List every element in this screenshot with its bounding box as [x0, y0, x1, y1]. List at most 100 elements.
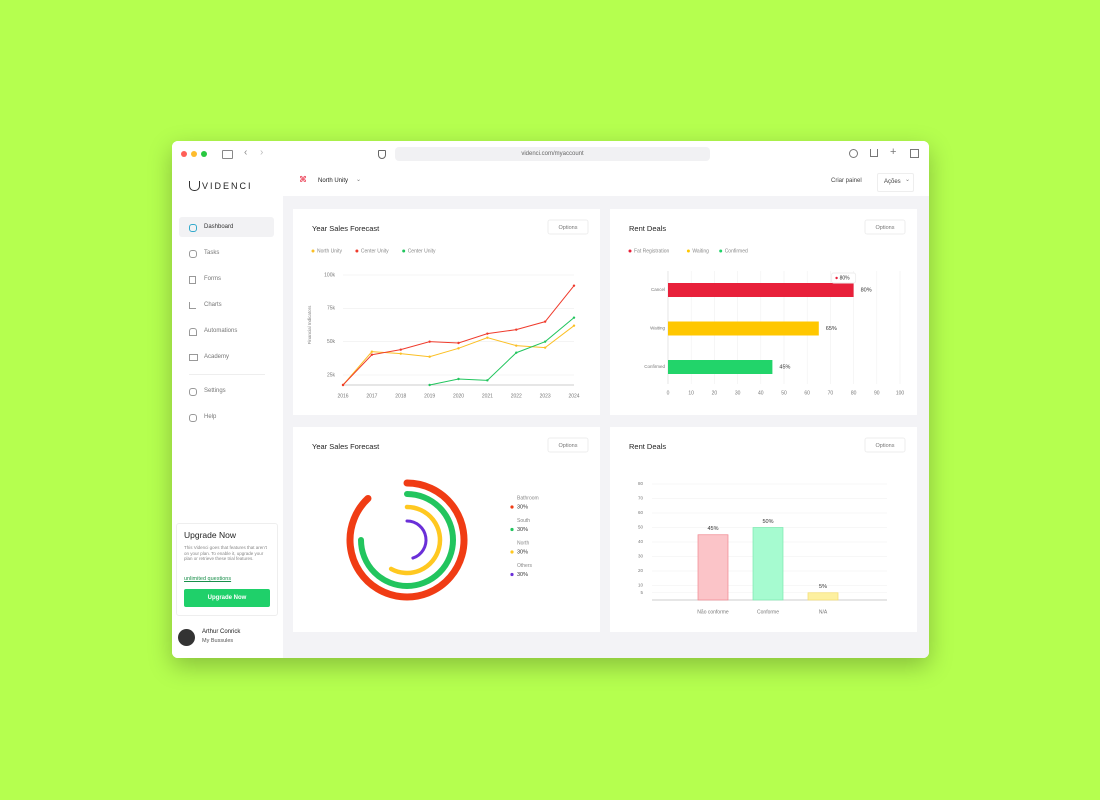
nav-item[interactable]: Settings — [204, 388, 226, 394]
options-button[interactable] — [864, 219, 906, 235]
url: videnci.com/myaccount — [521, 151, 584, 157]
options-button[interactable] — [864, 437, 906, 453]
nav-icon — [189, 354, 198, 361]
nav-item[interactable]: Dashboard — [204, 224, 234, 230]
unit-selector[interactable]: North Unity — [318, 178, 349, 184]
card: Year Sales Forecast Options Bathroom 30% Sou… — [293, 427, 600, 632]
series-line — [342, 325, 575, 386]
y-tick-label: 30 — [638, 554, 644, 559]
actions-button[interactable]: Ações ⌄ — [877, 173, 914, 192]
unit-chevron[interactable]: ⌄ — [356, 177, 362, 183]
series-point — [543, 340, 547, 343]
options-button[interactable] — [547, 219, 589, 235]
legend-value: 30% — [517, 572, 528, 578]
x-tick-label: 100 — [896, 390, 905, 396]
category-label: Cancel — [651, 287, 665, 292]
nav-divider — [189, 374, 265, 375]
options-button[interactable] — [547, 437, 589, 453]
x-tick-label: 2023 — [540, 393, 551, 399]
legend-value: 30% — [517, 527, 528, 533]
legend-label: Others — [517, 563, 533, 569]
nav-item[interactable]: Help — [204, 414, 217, 420]
x-tick-label: 2020 — [453, 393, 464, 399]
legend-dot — [510, 527, 514, 532]
x-tick-label: Não conforme — [697, 609, 729, 615]
x-tick-label: 2019 — [424, 393, 435, 399]
value-label: 45% — [707, 526, 718, 532]
series-point — [543, 320, 547, 323]
y-tick-label: 50k — [327, 339, 336, 345]
options-label: Options — [559, 225, 578, 231]
y-tick-label: 20 — [638, 568, 644, 573]
share-icon[interactable] — [870, 149, 878, 157]
nav-item[interactable]: Automations — [204, 328, 238, 334]
series-point — [370, 350, 374, 353]
forward-icon[interactable]: › — [260, 147, 264, 158]
legend-label: South — [517, 518, 530, 524]
url-bar[interactable]: videnci.com/myaccount — [395, 147, 710, 161]
upgrade-link[interactable]: unlimited questions — [184, 576, 232, 582]
series-point — [457, 347, 460, 350]
avatar[interactable] — [178, 629, 195, 646]
download-icon[interactable] — [849, 149, 858, 158]
series-point — [457, 341, 460, 345]
nav-item[interactable]: Charts — [204, 302, 222, 308]
legend-label: Fat Registration — [634, 248, 670, 254]
y-tick-label: 40 — [638, 539, 644, 544]
create-panel[interactable]: Criar painel — [831, 178, 862, 184]
x-tick-label: N/A — [819, 609, 828, 615]
browser-window: ‹ › videnci.com/myaccount + VIDENCI Dash… — [172, 141, 929, 658]
card: Year Sales Forecast Options North Unity Cen… — [293, 209, 600, 415]
user-name: Arthur Conrick — [202, 629, 241, 635]
card: Rent Deals Options 5 10 20 30 40 50 60 70 80 45% Não… — [610, 427, 917, 632]
nav-icon — [189, 388, 197, 396]
x-tick-label: 30 — [735, 390, 741, 396]
close-dot[interactable] — [181, 151, 187, 157]
series-point — [572, 284, 576, 287]
nav-icon — [189, 414, 197, 422]
series-point — [543, 346, 547, 349]
series-point — [428, 383, 431, 387]
y-tick-label: 60 — [638, 510, 644, 515]
nav-item[interactable]: Tasks — [204, 250, 220, 256]
card-title: Year Sales Forecast — [312, 442, 380, 451]
series-point — [428, 355, 431, 358]
card-title: Year Sales Forecast — [312, 224, 380, 233]
radial-arc — [358, 491, 456, 589]
value-label: 80% — [861, 287, 872, 293]
series-point — [515, 328, 518, 331]
series-line — [342, 285, 575, 386]
x-tick-label: 90 — [874, 390, 880, 396]
line-chart: Year Sales Forecast Options North Unity Cen… — [307, 219, 589, 399]
series-point — [399, 348, 402, 351]
legend-dot — [628, 249, 632, 253]
upgrade-button[interactable]: Upgrade Now — [184, 589, 270, 607]
new-tab-icon[interactable]: + — [890, 146, 897, 158]
y-tick-label: 75k — [327, 306, 336, 312]
nav-active-bg — [179, 217, 274, 237]
back-icon[interactable]: ‹ — [244, 147, 248, 158]
y-axis-label: Financial Indicators — [307, 305, 312, 345]
bar — [668, 283, 854, 297]
series-point — [457, 377, 460, 381]
nav-item[interactable]: Academy — [204, 354, 230, 360]
x-tick-label: 0 — [667, 390, 670, 396]
actions-label: Ações — [884, 179, 901, 185]
radial-arc — [388, 504, 443, 576]
upgrade-button-label: Upgrade Now — [207, 595, 247, 601]
zoom-dot[interactable] — [201, 151, 207, 157]
nav-item[interactable]: Forms — [204, 276, 221, 282]
series-point — [399, 352, 402, 355]
series-point — [341, 383, 345, 387]
value-label: 45% — [779, 364, 790, 370]
y-tick-label: 70 — [638, 496, 644, 501]
tabs-icon[interactable] — [910, 149, 919, 158]
minimize-dot[interactable] — [191, 151, 197, 157]
bar — [668, 360, 773, 374]
logo-icon — [189, 181, 200, 191]
sidebar-icon[interactable] — [222, 150, 233, 159]
radial-chart: Year Sales Forecast Options Bathroom 30% Sou… — [312, 437, 589, 601]
x-tick-label: 2017 — [366, 393, 377, 399]
y-tick-label: 50 — [638, 525, 644, 530]
vbar-chart: Rent Deals Options 5 10 20 30 40 50 60 70 80 45% Não… — [629, 437, 906, 615]
